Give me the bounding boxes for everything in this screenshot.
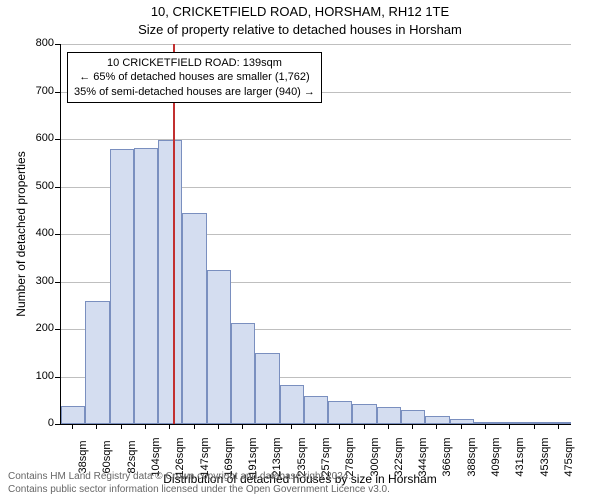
- annotation-box: 10 CRICKETFIELD ROAD: 139sqm← 65% of det…: [67, 52, 322, 103]
- x-tick-mark: [315, 424, 316, 429]
- histogram-bar: [304, 396, 328, 424]
- x-tick-mark: [364, 424, 365, 429]
- x-tick-mark: [266, 424, 267, 429]
- y-tick-label: 300: [20, 275, 54, 287]
- histogram-bar: [280, 385, 304, 424]
- histogram-bar: [110, 149, 134, 424]
- y-tick-label: 700: [20, 85, 54, 97]
- histogram-bar: [425, 416, 449, 424]
- x-tick-mark: [72, 424, 73, 429]
- y-tick-label: 0: [20, 417, 54, 429]
- x-tick-mark: [96, 424, 97, 429]
- chart-container: 10, CRICKETFIELD ROAD, HORSHAM, RH12 1TE…: [0, 0, 600, 500]
- x-tick-mark: [461, 424, 462, 429]
- histogram-bar: [182, 213, 206, 424]
- x-tick-mark: [436, 424, 437, 429]
- x-tick-mark: [145, 424, 146, 429]
- x-tick-mark: [242, 424, 243, 429]
- histogram-bar: [377, 407, 401, 424]
- histogram-bar: [401, 410, 425, 424]
- histogram-bar: [158, 140, 182, 424]
- x-tick-mark: [169, 424, 170, 429]
- x-tick-mark: [534, 424, 535, 429]
- x-tick-mark: [412, 424, 413, 429]
- x-tick-mark: [218, 424, 219, 429]
- x-tick-mark: [121, 424, 122, 429]
- footer-line2: Contains public sector information licen…: [8, 483, 390, 496]
- annotation-line2: ← 65% of detached houses are smaller (1,…: [74, 70, 315, 84]
- histogram-bar: [450, 419, 474, 424]
- footer-line1: Contains HM Land Registry data © Crown c…: [8, 470, 390, 483]
- x-tick-mark: [194, 424, 195, 429]
- y-tick-label: 200: [20, 322, 54, 334]
- annotation-line3: 35% of semi-detached houses are larger (…: [74, 85, 315, 99]
- histogram-bar: [522, 422, 546, 424]
- x-tick-mark: [558, 424, 559, 429]
- histogram-bar: [352, 404, 376, 424]
- chart-title-line2: Size of property relative to detached ho…: [0, 22, 600, 37]
- chart-title-line1: 10, CRICKETFIELD ROAD, HORSHAM, RH12 1TE: [0, 4, 600, 19]
- x-tick-mark: [339, 424, 340, 429]
- gridline: [61, 44, 571, 45]
- histogram-bar: [134, 148, 158, 424]
- y-tick-label: 500: [20, 180, 54, 192]
- x-tick-mark: [485, 424, 486, 429]
- histogram-bar: [255, 353, 279, 424]
- x-tick-mark: [509, 424, 510, 429]
- histogram-bar: [61, 406, 85, 424]
- y-tick-label: 800: [20, 37, 54, 49]
- histogram-bar: [231, 323, 255, 424]
- histogram-bar: [328, 401, 352, 424]
- histogram-bar: [547, 422, 571, 424]
- x-tick-mark: [388, 424, 389, 429]
- y-tick-label: 400: [20, 227, 54, 239]
- annotation-line1: 10 CRICKETFIELD ROAD: 139sqm: [74, 56, 315, 70]
- footer-text: Contains HM Land Registry data © Crown c…: [8, 470, 390, 496]
- y-tick-label: 100: [20, 370, 54, 382]
- gridline: [61, 139, 571, 140]
- histogram-bar: [498, 422, 522, 424]
- histogram-bar: [207, 270, 231, 424]
- x-tick-mark: [291, 424, 292, 429]
- y-tick-label: 600: [20, 132, 54, 144]
- histogram-bar: [85, 301, 109, 425]
- plot-area: 10 CRICKETFIELD ROAD: 139sqm← 65% of det…: [60, 44, 571, 425]
